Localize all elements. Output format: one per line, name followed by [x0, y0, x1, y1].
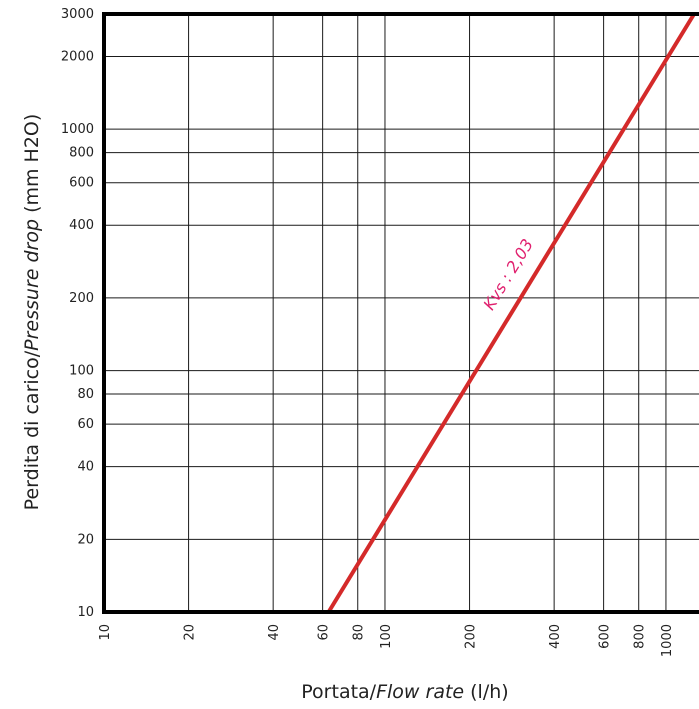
plot-frame — [102, 12, 699, 614]
x-tick-label: 20 — [183, 624, 198, 641]
y-tick-label: 100 — [69, 364, 94, 379]
y-tick-label: 1000 — [61, 122, 94, 137]
x-tick-label: 100 — [379, 624, 394, 649]
x-tick-label: 10 — [98, 624, 113, 641]
y-tick-label: 10 — [77, 605, 94, 620]
series-layer — [326, 12, 696, 614]
y-tick-label: 800 — [69, 146, 94, 161]
y-axis-label-prefix: Perdita di carico/ — [21, 350, 43, 510]
y-tick-label: 20 — [77, 532, 94, 547]
series-line-0 — [326, 12, 696, 614]
x-tick-label: 60 — [317, 624, 332, 641]
y-axis-label-suffix: (mm H2O) — [21, 114, 43, 219]
x-tick-label: 200 — [464, 624, 479, 649]
y-tick-label: 40 — [77, 460, 94, 475]
y-tick-label: 600 — [69, 176, 94, 191]
x-tick-label: 800 — [633, 624, 648, 649]
x-tick-label: 600 — [598, 624, 613, 649]
x-tick-label: 80 — [352, 624, 367, 641]
grid-lines — [104, 14, 699, 612]
x-axis-label-italic: Flow rate — [376, 681, 464, 703]
y-tick-label: 80 — [77, 387, 94, 402]
y-tick-label: 400 — [69, 218, 94, 233]
x-tick-label: 1000 — [660, 624, 675, 657]
y-axis-label-italic: Pressure drop — [21, 219, 43, 351]
y-axis-label: Perdita di carico/Pressure drop (mm H2O) — [21, 114, 43, 511]
x-axis-label-suffix: (l/h) — [464, 681, 509, 703]
x-axis-label: Portata/Flow rate (l/h) — [301, 681, 508, 703]
x-axis-label-prefix: Portata/ — [301, 681, 376, 703]
y-tick-label: 2000 — [61, 50, 94, 65]
y-tick-label: 60 — [77, 417, 94, 432]
y-tick-label: 3000 — [61, 7, 94, 22]
y-tick-labels: 10 20 40 60 80 100 200 400 600 800 1000 2000 3000 — [61, 7, 94, 620]
x-tick-label: 400 — [548, 624, 563, 649]
x-tick-label: 40 — [267, 624, 282, 641]
kvs-annotation: Kvs : 2,03 — [479, 236, 537, 314]
y-tick-label: 200 — [69, 291, 94, 306]
